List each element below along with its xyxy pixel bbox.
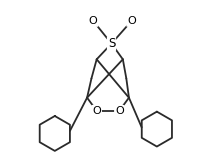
Text: O: O (92, 106, 101, 116)
Text: S: S (108, 37, 115, 50)
Text: O: O (89, 16, 97, 26)
Text: O: O (115, 106, 124, 116)
Text: O: O (127, 16, 136, 26)
